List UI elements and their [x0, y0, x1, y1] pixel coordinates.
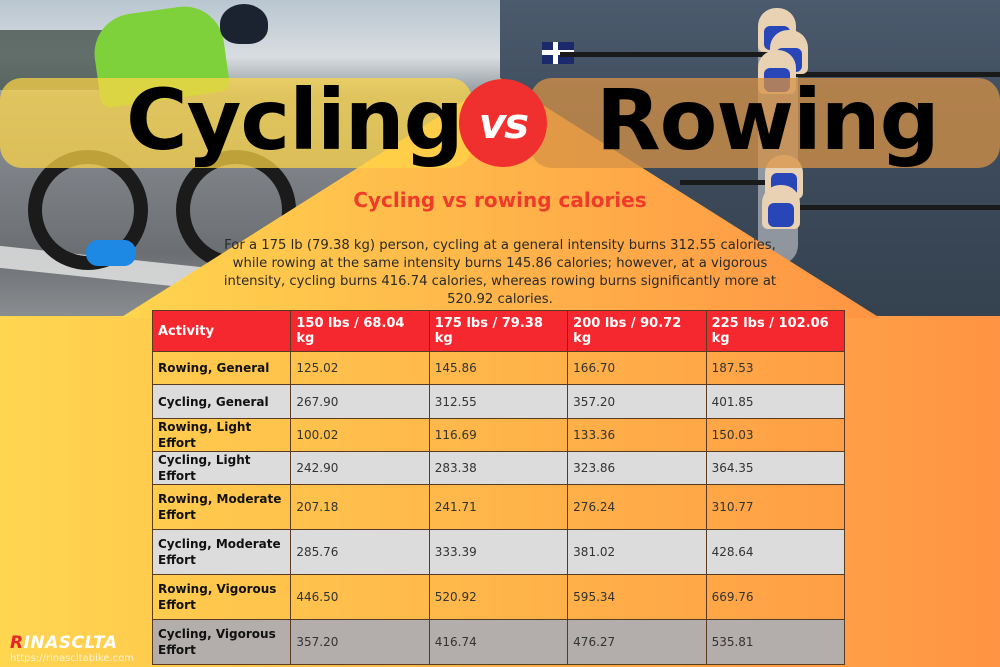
value-cell: 242.90 [290, 451, 430, 485]
value-cell: 116.69 [428, 418, 569, 452]
value-cell: 150.03 [705, 418, 846, 452]
oar [560, 52, 770, 57]
vs-label: vs [478, 98, 529, 148]
value-cell: 125.02 [290, 351, 430, 385]
oar [800, 205, 1000, 210]
value-cell: 323.86 [567, 451, 707, 485]
calorie-table: Activity 150 lbs / 68.04 kg 175 lbs / 79… [151, 310, 846, 665]
value-cell: 187.53 [705, 351, 846, 385]
cycling-title: Cycling [126, 71, 464, 169]
column-header-175lbs: 175 lbs / 79.38 kg [428, 310, 569, 352]
oar [790, 72, 1000, 77]
value-cell: 669.76 [705, 574, 846, 620]
activity-cell: Cycling, Moderate Effort [151, 529, 292, 575]
value-cell: 285.76 [290, 529, 430, 575]
activity-cell: Rowing, Vigorous Effort [151, 574, 292, 620]
column-header-activity: Activity [151, 310, 292, 352]
value-cell: 364.35 [705, 451, 846, 485]
value-cell: 595.34 [567, 574, 707, 620]
section-subtitle: Cycling vs rowing calories [353, 188, 647, 212]
value-cell: 283.38 [428, 451, 569, 485]
table-row: Rowing, General 125.02 145.86 166.70 187… [151, 351, 846, 385]
value-cell: 310.77 [705, 484, 846, 530]
value-cell: 133.36 [567, 418, 707, 452]
table-row: Cycling, General 267.90 312.55 357.20 40… [151, 384, 846, 419]
table-header-row: Activity 150 lbs / 68.04 kg 175 lbs / 79… [151, 310, 846, 352]
activity-cell: Cycling, Vigorous Effort [151, 619, 292, 665]
table-row: Rowing, Light Effort 100.02 116.69 133.3… [151, 418, 846, 452]
table-row: Rowing, Moderate Effort 207.18 241.71 27… [151, 484, 846, 530]
rower [762, 185, 800, 229]
column-header-225lbs: 225 lbs / 102.06 kg [705, 310, 846, 352]
value-cell: 520.92 [428, 574, 569, 620]
value-cell: 535.81 [705, 619, 846, 665]
logo-initial: R [10, 633, 24, 653]
vs-badge: vs [459, 79, 547, 167]
helmet-shape [220, 4, 268, 44]
oar-flag [542, 42, 574, 64]
column-header-150lbs: 150 lbs / 68.04 kg [290, 310, 430, 352]
activity-cell: Cycling, Light Effort [151, 451, 292, 485]
value-cell: 401.85 [705, 384, 846, 419]
table-row: Cycling, Vigorous Effort 357.20 416.74 4… [151, 619, 846, 665]
column-header-200lbs: 200 lbs / 90.72 kg [567, 310, 707, 352]
brand-url: https://rinascltabike.com [10, 653, 134, 664]
activity-cell: Rowing, General [151, 351, 292, 385]
cycling-title-banner [0, 78, 472, 168]
summary-paragraph: For a 175 lb (79.38 kg) person, cycling … [223, 238, 777, 307]
value-cell: 381.02 [567, 529, 707, 575]
value-cell: 428.64 [705, 529, 846, 575]
value-cell: 416.74 [428, 619, 569, 665]
value-cell: 145.86 [428, 351, 569, 385]
rowing-title-banner [530, 78, 1000, 168]
value-cell: 241.71 [428, 484, 569, 530]
value-cell: 476.27 [567, 619, 707, 665]
value-cell: 166.70 [567, 351, 707, 385]
brand-logo: RINASCLTA [10, 633, 117, 653]
logo-text: INASCLTA [23, 633, 118, 653]
value-cell: 312.55 [428, 384, 569, 419]
activity-cell: Rowing, Moderate Effort [151, 484, 292, 530]
value-cell: 357.20 [567, 384, 707, 419]
activity-cell: Cycling, General [151, 384, 292, 419]
value-cell: 333.39 [428, 529, 569, 575]
value-cell: 267.90 [290, 384, 430, 419]
activity-cell: Rowing, Light Effort [151, 418, 292, 452]
value-cell: 276.24 [567, 484, 707, 530]
value-cell: 446.50 [290, 574, 430, 620]
table-row: Rowing, Vigorous Effort 446.50 520.92 59… [151, 574, 846, 620]
value-cell: 207.18 [290, 484, 430, 530]
value-cell: 100.02 [290, 418, 430, 452]
table-row: Cycling, Moderate Effort 285.76 333.39 3… [151, 529, 846, 575]
value-cell: 357.20 [290, 619, 430, 665]
cycling-shoe [86, 240, 136, 266]
rowing-title: Rowing [596, 71, 940, 169]
table-row: Cycling, Light Effort 242.90 283.38 323.… [151, 451, 846, 485]
